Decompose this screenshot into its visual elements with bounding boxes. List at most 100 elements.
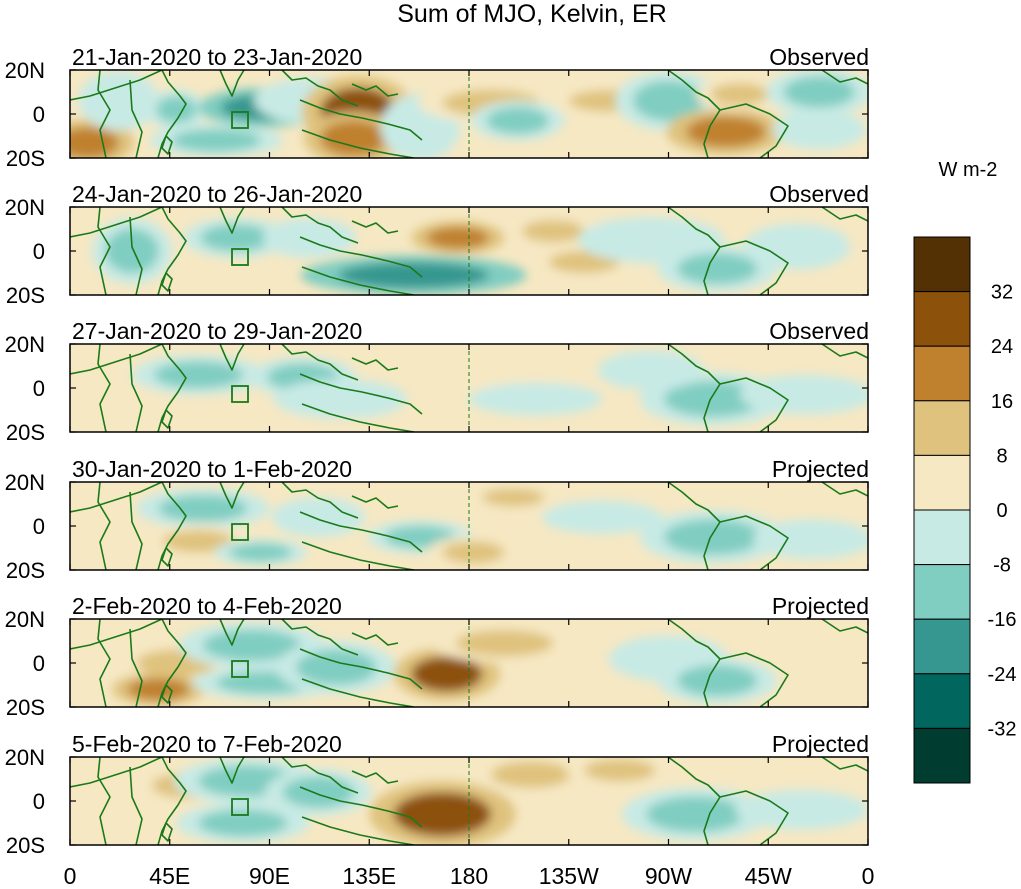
y-tick-label: 20S [6, 833, 45, 858]
x-tick-label: 90W [645, 863, 693, 889]
anomaly-blob [584, 759, 656, 782]
anomaly-blob [664, 381, 762, 417]
panel-period-label: 24-Jan-2020 to 26-Jan-2020 [72, 181, 362, 207]
anomaly-blob [282, 776, 354, 808]
anomaly-blob [460, 359, 567, 386]
anomaly-blob [491, 388, 580, 410]
colorbar-swatch [913, 673, 971, 729]
y-tick-label: 20N [5, 607, 45, 632]
x-tick-label: 45W [745, 863, 793, 889]
anomaly-blob [491, 761, 571, 788]
y-tick-label: 0 [33, 651, 45, 676]
map-panel: 20N 0 20S 30-Jan-2020 to 1-Feb-2020 Projecte… [5, 456, 869, 583]
colorbar-swatch [913, 727, 971, 784]
anomaly-blob [710, 83, 769, 106]
anomaly-blob [393, 792, 492, 837]
x-tick-label: 90E [249, 863, 290, 889]
y-tick-label: 20N [5, 195, 45, 220]
anomaly-blob [296, 385, 385, 413]
panel-status-label: Observed [769, 181, 869, 207]
panel-period-label: 21-Jan-2020 to 23-Jan-2020 [72, 44, 362, 70]
anomaly-blob [633, 81, 704, 121]
anomaly-blob [602, 224, 700, 256]
anomaly-blob [664, 519, 762, 555]
anomaly-blob [320, 120, 387, 156]
anomaly-blob [70, 127, 119, 158]
anomaly-blob [761, 231, 833, 262]
anomaly-blob [442, 541, 505, 564]
x-tick-label: 45E [149, 863, 190, 889]
colorbar-tick-label: -16 [988, 609, 1017, 631]
x-tick-label: 0 [64, 863, 77, 889]
panel-status-label: Observed [769, 318, 869, 344]
y-tick-label: 20N [5, 58, 45, 83]
colorbar-swatch [913, 345, 971, 402]
anomaly-blob [486, 107, 549, 134]
y-tick-label: 0 [33, 514, 45, 539]
y-tick-label: 20S [6, 283, 45, 308]
anomaly-blob [393, 105, 447, 150]
map-panel: 20N 0 20S 5-Feb-2020 to 7-Feb-2020 Projected [5, 731, 869, 858]
panel-status-label: Projected [772, 593, 869, 619]
x-axis: 0 45E 90E 135E 180 135W 90W 45W 0 [64, 863, 875, 889]
anomaly-blob [482, 488, 545, 507]
y-tick-label: 20S [6, 146, 45, 171]
x-tick-label: 0 [862, 863, 875, 889]
colorbar-swatch [913, 236, 971, 293]
anomaly-blob [127, 678, 190, 701]
anomaly-blob [278, 224, 341, 251]
colorbar-tick-label: -8 [993, 555, 1011, 577]
y-tick-label: 20N [5, 332, 45, 357]
anomaly-blob [646, 796, 744, 832]
anomaly-blob [296, 649, 376, 686]
anomaly-blob [105, 229, 159, 273]
anomaly-blob [203, 630, 301, 661]
anomaly-blob [156, 96, 197, 123]
colorbar-tick-label: 32 [991, 282, 1013, 304]
y-tick-label: 0 [33, 789, 45, 814]
map-panels: 20N 0 20S 21-Jan-2020 to 23-Jan-2020 Observe… [5, 44, 869, 858]
colorbar-tick-label: -24 [988, 664, 1017, 686]
colorbar-swatch [913, 618, 971, 675]
panel-period-label: 27-Jan-2020 to 29-Jan-2020 [72, 318, 362, 344]
anomaly-blob [426, 226, 489, 249]
panel-period-label: 5-Feb-2020 to 7-Feb-2020 [72, 731, 342, 757]
y-tick-label: 20S [6, 558, 45, 583]
anomaly-blob [783, 76, 855, 108]
anomaly-blob [677, 253, 758, 284]
colorbar-tick-label: 16 [991, 391, 1013, 413]
anomaly-blob [158, 495, 248, 522]
panel-status-label: Projected [772, 456, 869, 482]
anomaly-blob [772, 526, 853, 553]
anomaly-blob [198, 809, 288, 837]
anomaly-blob [338, 262, 489, 289]
anomaly-blob [154, 361, 243, 388]
y-tick-label: 20N [5, 745, 45, 770]
anomaly-blob [615, 357, 687, 384]
colorbar-tick-label: 8 [996, 445, 1007, 467]
y-tick-label: 20S [6, 695, 45, 720]
colorbar-tick-label: 24 [991, 336, 1013, 358]
anomaly-blob [562, 506, 642, 529]
colorbar-swatch [913, 564, 971, 620]
anomaly-blob [522, 220, 585, 243]
anomaly-blob [677, 665, 758, 696]
panel-period-label: 30-Jan-2020 to 1-Feb-2020 [72, 456, 352, 482]
colorbar-unit-label: W m-2 [939, 159, 998, 181]
y-tick-label: 0 [33, 376, 45, 401]
anomaly-blob [200, 224, 272, 251]
anomaly-blob [686, 116, 767, 147]
map-panel: 20N 0 20S 21-Jan-2020 to 23-Jan-2020 Observe… [5, 44, 869, 171]
colorbar-swatch [913, 291, 971, 347]
map-panel: 20N 0 20S 24-Jan-2020 to 26-Jan-2020 Observe… [5, 181, 869, 308]
anomaly-blob [171, 129, 261, 152]
colorbar-swatch [913, 509, 971, 566]
y-tick-label: 20S [6, 420, 45, 445]
anomaly-blob [761, 381, 851, 408]
map-panel: 20N 0 20S 2-Feb-2020 to 4-Feb-2020 Projected [5, 593, 869, 720]
colorbar-tick-label: 0 [996, 500, 1007, 522]
figure-title: Sum of MJO, Kelvin, ER [397, 0, 667, 28]
map-panel: 20N 0 20S 27-Jan-2020 to 29-Jan-2020 Observe… [5, 318, 869, 445]
colorbar-tick-label: -32 [988, 718, 1017, 740]
